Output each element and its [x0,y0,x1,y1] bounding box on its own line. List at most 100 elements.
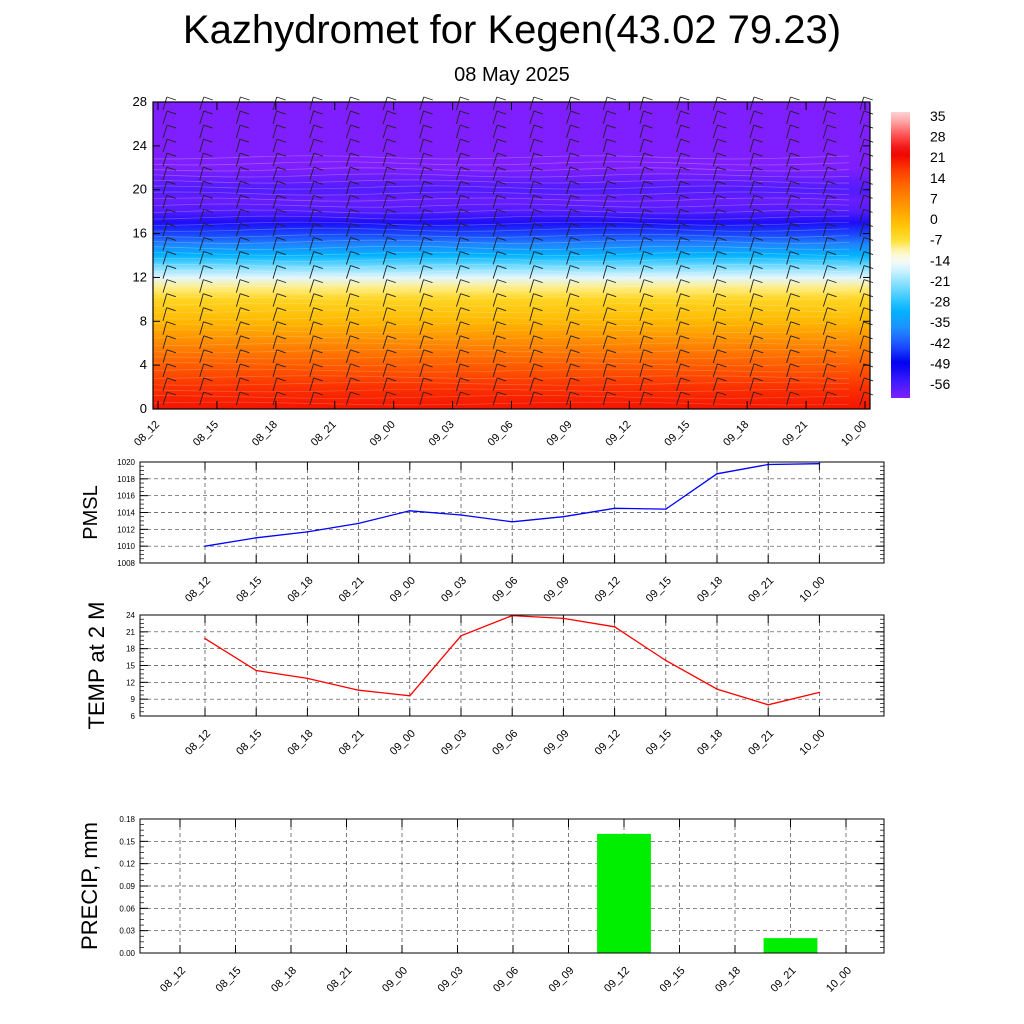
wind-barb-flag [570,377,580,382]
wind-barb [492,377,498,392]
wind-barb-flag [607,321,617,326]
wind-barb-flag [423,138,433,143]
wind-barb-flag [790,279,800,284]
wind-barb [566,209,572,223]
wind-barb [859,181,865,195]
wind-barb [492,335,498,349]
wind-barb [749,349,755,363]
contour-line [152,179,850,184]
wind-barb [712,195,718,209]
wind-barb [602,307,608,321]
wind-barb [492,124,498,139]
wind-barb [786,307,792,321]
y-tick-label: 1014 [117,509,135,518]
wind-barb [529,153,535,167]
x-tick-label: 09_18 [695,575,725,605]
wind-barb-flag [826,363,837,368]
x-tick-label: 10_00 [824,965,854,995]
wind-barb-flag [497,251,507,255]
wind-barb-flag [790,152,800,157]
wind-barb-flag [276,321,287,326]
wind-barb-flag [239,124,250,129]
wind-barb-flag [203,152,213,157]
wind-barb-flag [716,293,727,298]
wind-barb-flag [717,391,727,396]
pmsl-data-point [357,522,360,525]
wind-barb-flag [423,279,433,284]
wind-barb [712,293,718,307]
wind-barb-flag [313,96,323,101]
wind-barb-flag [680,124,690,129]
contour-line [152,270,850,274]
wind-barb [345,321,351,335]
wind-barb-flag [533,391,544,396]
wind-barb-flag [717,265,727,269]
wind-barb [602,139,608,153]
wind-barb [199,279,204,293]
x-tick-label: 08_12 [158,965,188,995]
wind-barb-flag [606,363,617,368]
wind-barb-flag [606,223,617,227]
wind-barb [419,181,425,195]
wind-barb [382,335,388,349]
wind-barb-flag [203,208,213,213]
precip-bar [597,833,651,953]
wind-barb [859,223,865,237]
wind-barb-flag [863,279,874,284]
wind-barb-flag [166,307,176,312]
wind-barb [382,181,388,195]
wind-barb [822,265,828,279]
wind-barb [676,237,681,251]
wind-barb-flag [680,377,690,382]
wind-barb [235,139,241,153]
contour-line [152,335,850,340]
x-tick-label: 09_15 [662,419,692,449]
wind-barb [749,279,754,293]
wind-barb [419,391,424,406]
wind-barb-flag [533,152,543,157]
wind-barb [199,321,204,335]
wind-barb [602,167,608,181]
wind-barb-flag [240,321,250,326]
wind-barb [822,335,828,349]
wind-barb-flag [460,391,470,396]
y-tick-label: 4 [140,357,147,372]
wind-barb-flag [790,335,800,340]
wind-barb-flag [460,293,470,298]
wind-barb [382,349,388,363]
wind-barb-flag [680,265,690,269]
contour-line [152,239,850,244]
wind-barb-flag [313,335,323,340]
wind-barb [345,363,351,378]
temp2m-data-point [562,617,565,620]
wind-barb-flag [753,237,764,241]
wind-barb [162,321,168,335]
wind-barb [859,321,865,335]
colorbar-label: 28 [930,129,946,145]
wind-barb [419,124,424,139]
wind-barb [492,209,498,223]
wind-barb [456,335,461,349]
wind-barb-flag [423,124,433,129]
wind-barb [162,195,168,209]
wind-barb-flag [203,138,213,143]
wind-barb-flag [827,180,837,185]
wind-barb-flag [716,321,727,326]
wind-barb [529,251,535,265]
wind-barb-flag [643,391,653,396]
wind-barb [712,110,718,125]
contour-line [152,203,850,208]
wind-barb-flag [166,223,177,227]
contour-line [152,221,850,226]
wind-barb-flag [827,293,837,298]
wind-barb-flag [826,110,837,115]
contour-line [152,209,850,214]
wind-barb [492,265,498,279]
wind-barb-flag [240,194,250,199]
wind-barb-flag [166,335,176,340]
wind-barb-flag [533,279,543,284]
wind-barb [345,110,351,125]
wind-barb [859,153,865,167]
x-tick-label: 09_09 [541,728,571,758]
pmsl-data-point [409,510,411,512]
